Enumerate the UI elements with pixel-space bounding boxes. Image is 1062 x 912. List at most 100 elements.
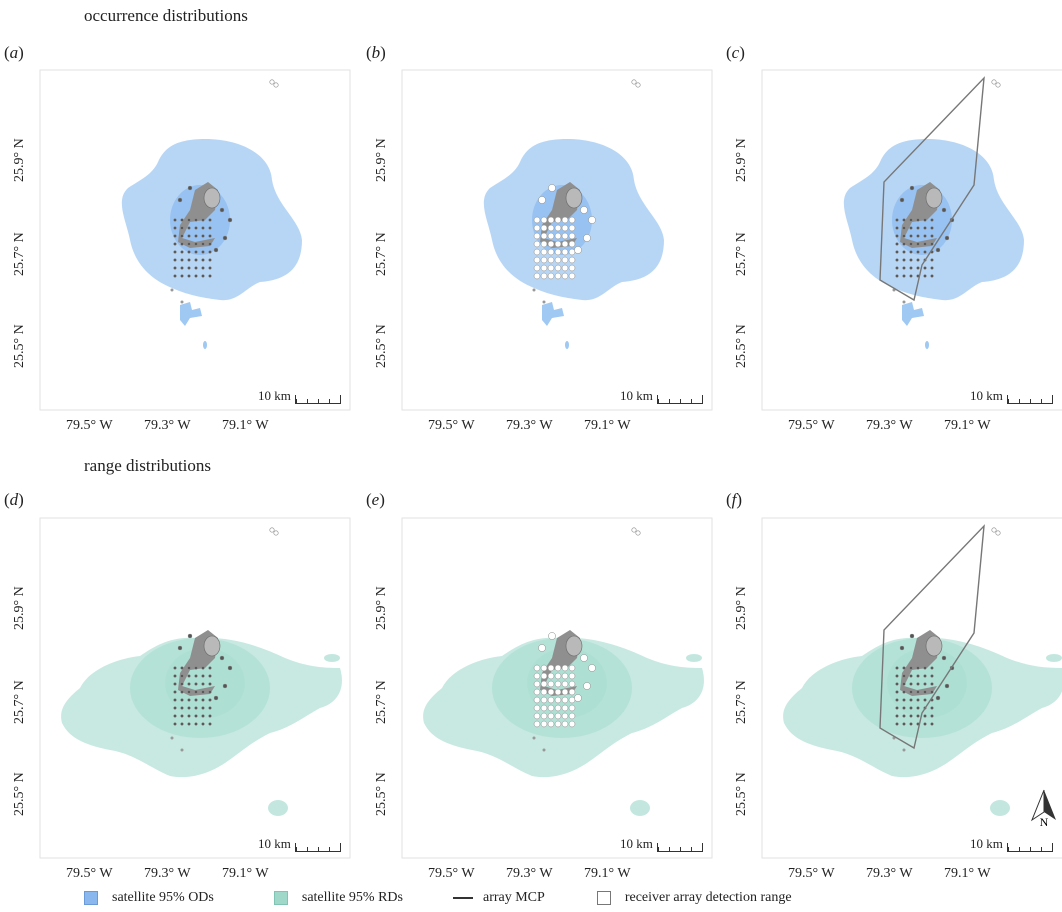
receiver-dot — [194, 258, 198, 262]
receiver-dot — [208, 714, 212, 718]
receiver-dot — [944, 235, 950, 241]
receiver-dot — [568, 680, 576, 688]
receiver-dot — [902, 226, 906, 230]
receiver-dot — [923, 218, 927, 222]
receiver-dot — [916, 242, 920, 246]
receiver-dot — [540, 680, 548, 688]
receiver-dot — [540, 224, 548, 232]
panel-label-b: (b) — [366, 43, 386, 62]
receiver-dot — [561, 240, 569, 248]
receiver-dot — [208, 706, 212, 710]
receiver-dot — [222, 235, 228, 241]
rd-islet — [268, 800, 288, 816]
receiver-dot — [902, 266, 906, 270]
receiver-dot — [201, 682, 205, 686]
receiver-dot — [902, 706, 906, 710]
y-tick-label: 25.9° N — [734, 586, 749, 630]
receiver-dot — [923, 234, 927, 238]
od-swatch — [84, 891, 98, 905]
scale-label: 10 km — [970, 836, 1003, 851]
receiver-dot — [201, 706, 205, 710]
receiver-dot — [923, 682, 927, 686]
receiver-dot — [540, 664, 548, 672]
scale-ticks — [656, 843, 703, 852]
receiver-dot — [194, 218, 198, 222]
x-tick-label: 79.5° W — [428, 866, 475, 881]
od-south-dot — [925, 341, 929, 349]
receiver-dot — [269, 79, 275, 85]
map-panel-e: 25.9° N 25.7° N 25.5° N 79.5° W 79.3° W 79.1°… — [374, 517, 713, 881]
x-tick-label: 79.1° W — [944, 418, 991, 433]
receiver-dot — [533, 232, 541, 240]
receiver-dot — [568, 240, 576, 248]
receiver-dot — [208, 722, 212, 726]
receiver-dot — [547, 688, 555, 696]
map-panel-d: 25.9° N 25.7° N 25.5° N 79.5° W 79.3° W 79.1°… — [12, 517, 351, 881]
receiver-dot — [548, 184, 556, 192]
receiver-dot — [194, 274, 198, 278]
receiver-dot — [995, 530, 1001, 536]
receiver-dot — [187, 218, 191, 222]
receiver-dot — [935, 695, 941, 701]
receiver-dot — [923, 250, 927, 254]
receiver-dot — [899, 197, 905, 203]
legend-item-mcp: array MCP — [452, 890, 545, 906]
receiver-dot — [219, 207, 225, 213]
receiver-dot — [909, 633, 915, 639]
receiver-dot — [902, 218, 906, 222]
receiver-dot — [194, 682, 198, 686]
x-tick-label: 79.5° W — [788, 418, 835, 433]
receiver-dot — [909, 666, 913, 670]
receiver-dot — [180, 690, 184, 694]
receiver-dot — [173, 274, 177, 278]
panel-label-e: (e) — [366, 490, 385, 509]
scale-bar: 10 km — [620, 836, 703, 852]
scale-label: 10 km — [970, 388, 1003, 403]
receiver-dot — [916, 666, 920, 670]
receiver-dot — [902, 242, 906, 246]
receiver-dot — [916, 258, 920, 262]
receiver-dot — [930, 722, 934, 726]
receiver-dot — [902, 674, 906, 678]
receiver-dot — [916, 714, 920, 718]
receiver-dot — [909, 242, 913, 246]
receiver-dot — [554, 232, 562, 240]
od-south-patch — [902, 302, 924, 326]
island-lagoon — [925, 187, 943, 209]
receiver-dot — [547, 248, 555, 256]
receiver-dot — [554, 696, 562, 704]
receiver-dot — [547, 256, 555, 264]
receiver-dot — [923, 698, 927, 702]
receiver-dot — [895, 218, 899, 222]
receiver-dot — [187, 722, 191, 726]
receiver-dot — [909, 722, 913, 726]
map-frame — [401, 517, 713, 859]
receiver-dot — [538, 644, 546, 652]
receiver-dot — [568, 224, 576, 232]
receiver-dot — [177, 197, 183, 203]
receiver-dot — [902, 300, 906, 304]
receiver-dot — [208, 234, 212, 238]
receiver-dot — [187, 706, 191, 710]
receiver-dot — [547, 712, 555, 720]
receiver-dot — [173, 698, 177, 702]
map-e — [401, 517, 713, 859]
receiver-dot — [895, 266, 899, 270]
receiver-dot — [554, 256, 562, 264]
receiver-dot — [554, 720, 562, 728]
legend-od-label: satellite 95% ODs — [112, 890, 214, 905]
receiver-dot — [201, 234, 205, 238]
receiver-dot — [208, 274, 212, 278]
receiver-dot — [909, 674, 913, 678]
receiver-dot — [930, 690, 934, 694]
receiver-dot — [944, 683, 950, 689]
receiver-dot — [568, 712, 576, 720]
receiver-dot — [540, 248, 548, 256]
receiver-dot — [554, 704, 562, 712]
receiver-dot — [547, 720, 555, 728]
y-tick-label: 25.7° N — [734, 680, 749, 724]
receiver-dot — [895, 674, 899, 678]
receiver-dot — [547, 664, 555, 672]
rd-islet — [990, 800, 1010, 816]
receiver-dot — [568, 696, 576, 704]
